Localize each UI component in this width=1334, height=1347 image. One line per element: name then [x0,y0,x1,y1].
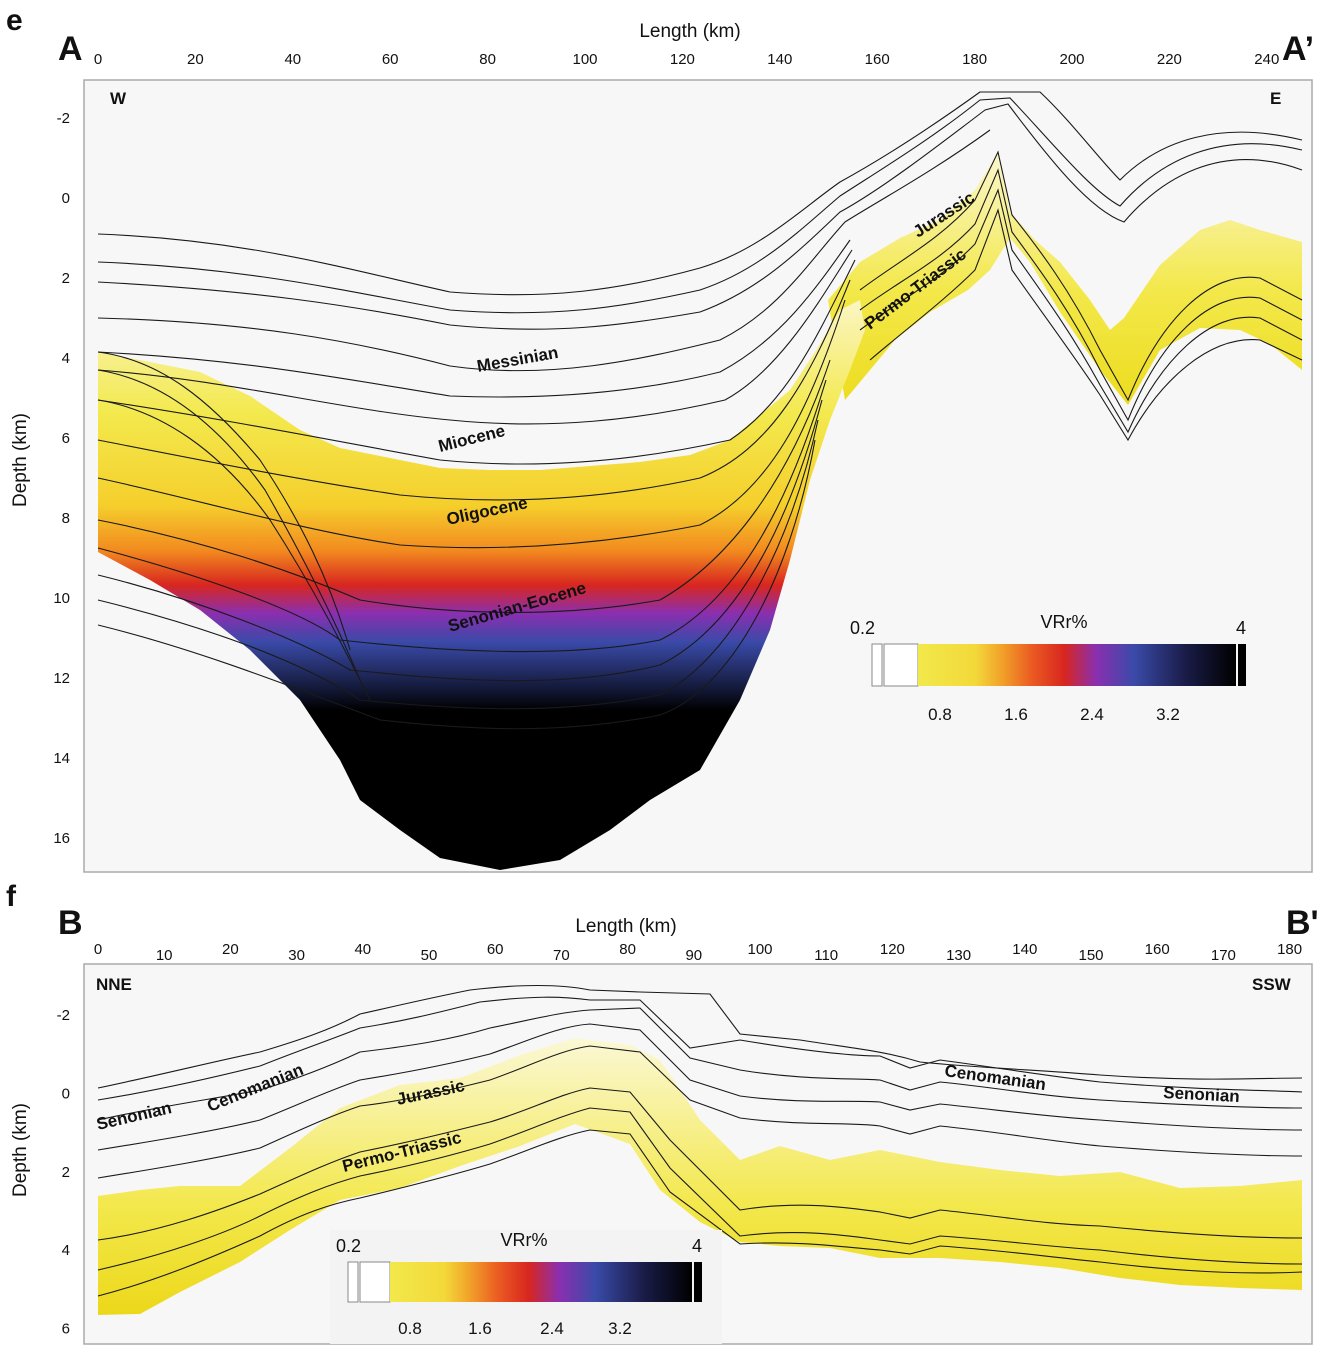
section-end-label: B' [1286,904,1319,942]
x-tick-label: 110 [814,947,838,964]
x-tick-label: 10 [156,947,173,964]
x-tick-label: 60 [382,51,399,68]
colorbar: 0.2 VRr% 4 0.8 1.6 2.4 3.2 [850,612,1246,724]
x-tick-label: 240 [1254,51,1279,68]
east-label: E [1270,89,1281,108]
y-tick-label: -2 [57,1007,70,1024]
maturity-fill [98,1038,1302,1315]
x-tick-label: 160 [1145,941,1170,958]
x-tick-label: 50 [421,947,438,964]
x-tick-label: 80 [619,941,636,958]
panel-f: f B B' Length (km) Depth (km) 0 10 20 30 40 5… [6,880,1319,1345]
colorbar: 0.2 VRr% 4 0.8 1.6 2.4 3.2 [330,1230,722,1344]
y-tick-label: 4 [62,350,70,367]
y-tick-label: 0 [62,190,70,207]
x-tick-label: 140 [1012,941,1037,958]
x-tick-label: 20 [187,51,204,68]
y-tick-label: 2 [62,1164,70,1181]
y-tick-label: 16 [53,830,70,847]
east-label: SSW [1252,975,1292,994]
colorbar-tick-labels: 0.8 1.6 2.4 3.2 [398,1319,632,1338]
x-tick-label: 170 [1211,947,1236,964]
colorbar-title: VRr% [500,1230,547,1250]
x-tick-label: 160 [865,51,890,68]
x-tick-label: 20 [222,941,239,958]
x-tick-label: 90 [685,947,702,964]
y-tick-label: -2 [57,110,70,127]
x-tick-label: 200 [1059,51,1084,68]
y-tick-label: 0 [62,1085,70,1102]
colorbar-tick-label: 2.4 [1080,705,1104,724]
colorbar-tick-label: 3.2 [1156,705,1180,724]
panel-letter-e: e [6,4,23,37]
y-tick-label: 14 [53,750,70,767]
section-end-label: A’ [1282,30,1314,68]
colorbar-max-label: 4 [1236,618,1246,638]
colorbar-tick-label: 3.2 [608,1319,632,1338]
x-tick-label: 0 [94,51,102,68]
y-tick-label: 12 [53,670,70,687]
colorbar-tick-label: 0.8 [928,705,952,724]
east-maturity-fill [828,152,1302,405]
x-tick-labels: 0 20 40 60 80 100 120 140 160 180 200 220 240 [94,51,1279,86]
horizon-lines [97,91,1303,730]
x-tick-label: 140 [767,51,792,68]
colorbar-tick-label: 0.8 [398,1319,422,1338]
colorbar-max-label: 4 [692,1236,702,1256]
horizon-lines [97,984,1303,1297]
colorbar-min-label: 0.2 [336,1236,361,1256]
section-start-label: A [58,30,83,68]
x-tick-label: 80 [479,51,496,68]
colorbar-tick-labels: 0.8 1.6 2.4 3.2 [928,705,1180,724]
west-label: W [110,89,127,108]
y-tick-label: 4 [62,1242,70,1259]
x-tick-label: 100 [572,51,597,68]
west-label: NNE [96,975,132,994]
x-tick-label: 60 [487,941,504,958]
colorbar-tick-label: 1.6 [468,1319,492,1338]
y-tick-label: 6 [62,1321,70,1338]
y-tick-label: 6 [62,430,70,447]
x-tick-label: 30 [288,947,305,964]
colorbar-min-label: 0.2 [850,618,875,638]
y-axis-title: Depth (km) [10,413,31,507]
y-tick-label: 10 [53,590,70,607]
x-tick-label: 220 [1157,51,1182,68]
basin-maturity-fill [98,300,865,870]
x-tick-label: 180 [1277,941,1302,958]
x-tick-label: 40 [284,51,301,68]
unit-label-senonian-east: Senonian [1163,1083,1240,1106]
x-tick-label: 70 [553,947,570,964]
x-tick-label: 120 [880,941,905,958]
x-tick-label: 130 [946,947,971,964]
panel-letter-f: f [6,880,17,913]
y-tick-label: 2 [62,270,70,287]
x-axis-title: Length (km) [575,916,676,937]
x-tick-label: 150 [1078,947,1103,964]
section-start-label: B [58,904,83,942]
x-tick-label: 120 [670,51,695,68]
colorbar-tick-label: 2.4 [540,1319,564,1338]
colorbar-title: VRr% [1040,612,1087,632]
x-axis-title: Length (km) [639,21,740,42]
colorbar-tick-label: 1.6 [1004,705,1028,724]
y-axis-title: Depth (km) [10,1103,31,1197]
x-tick-label: 0 [94,941,102,958]
x-tick-label: 180 [962,51,987,68]
panel-e: e A A’ Length (km) Depth (km) 0 20 40 60 80 1… [6,4,1314,873]
x-tick-label: 100 [747,941,772,958]
x-tick-label: 40 [354,941,371,958]
y-tick-label: 8 [62,510,70,527]
